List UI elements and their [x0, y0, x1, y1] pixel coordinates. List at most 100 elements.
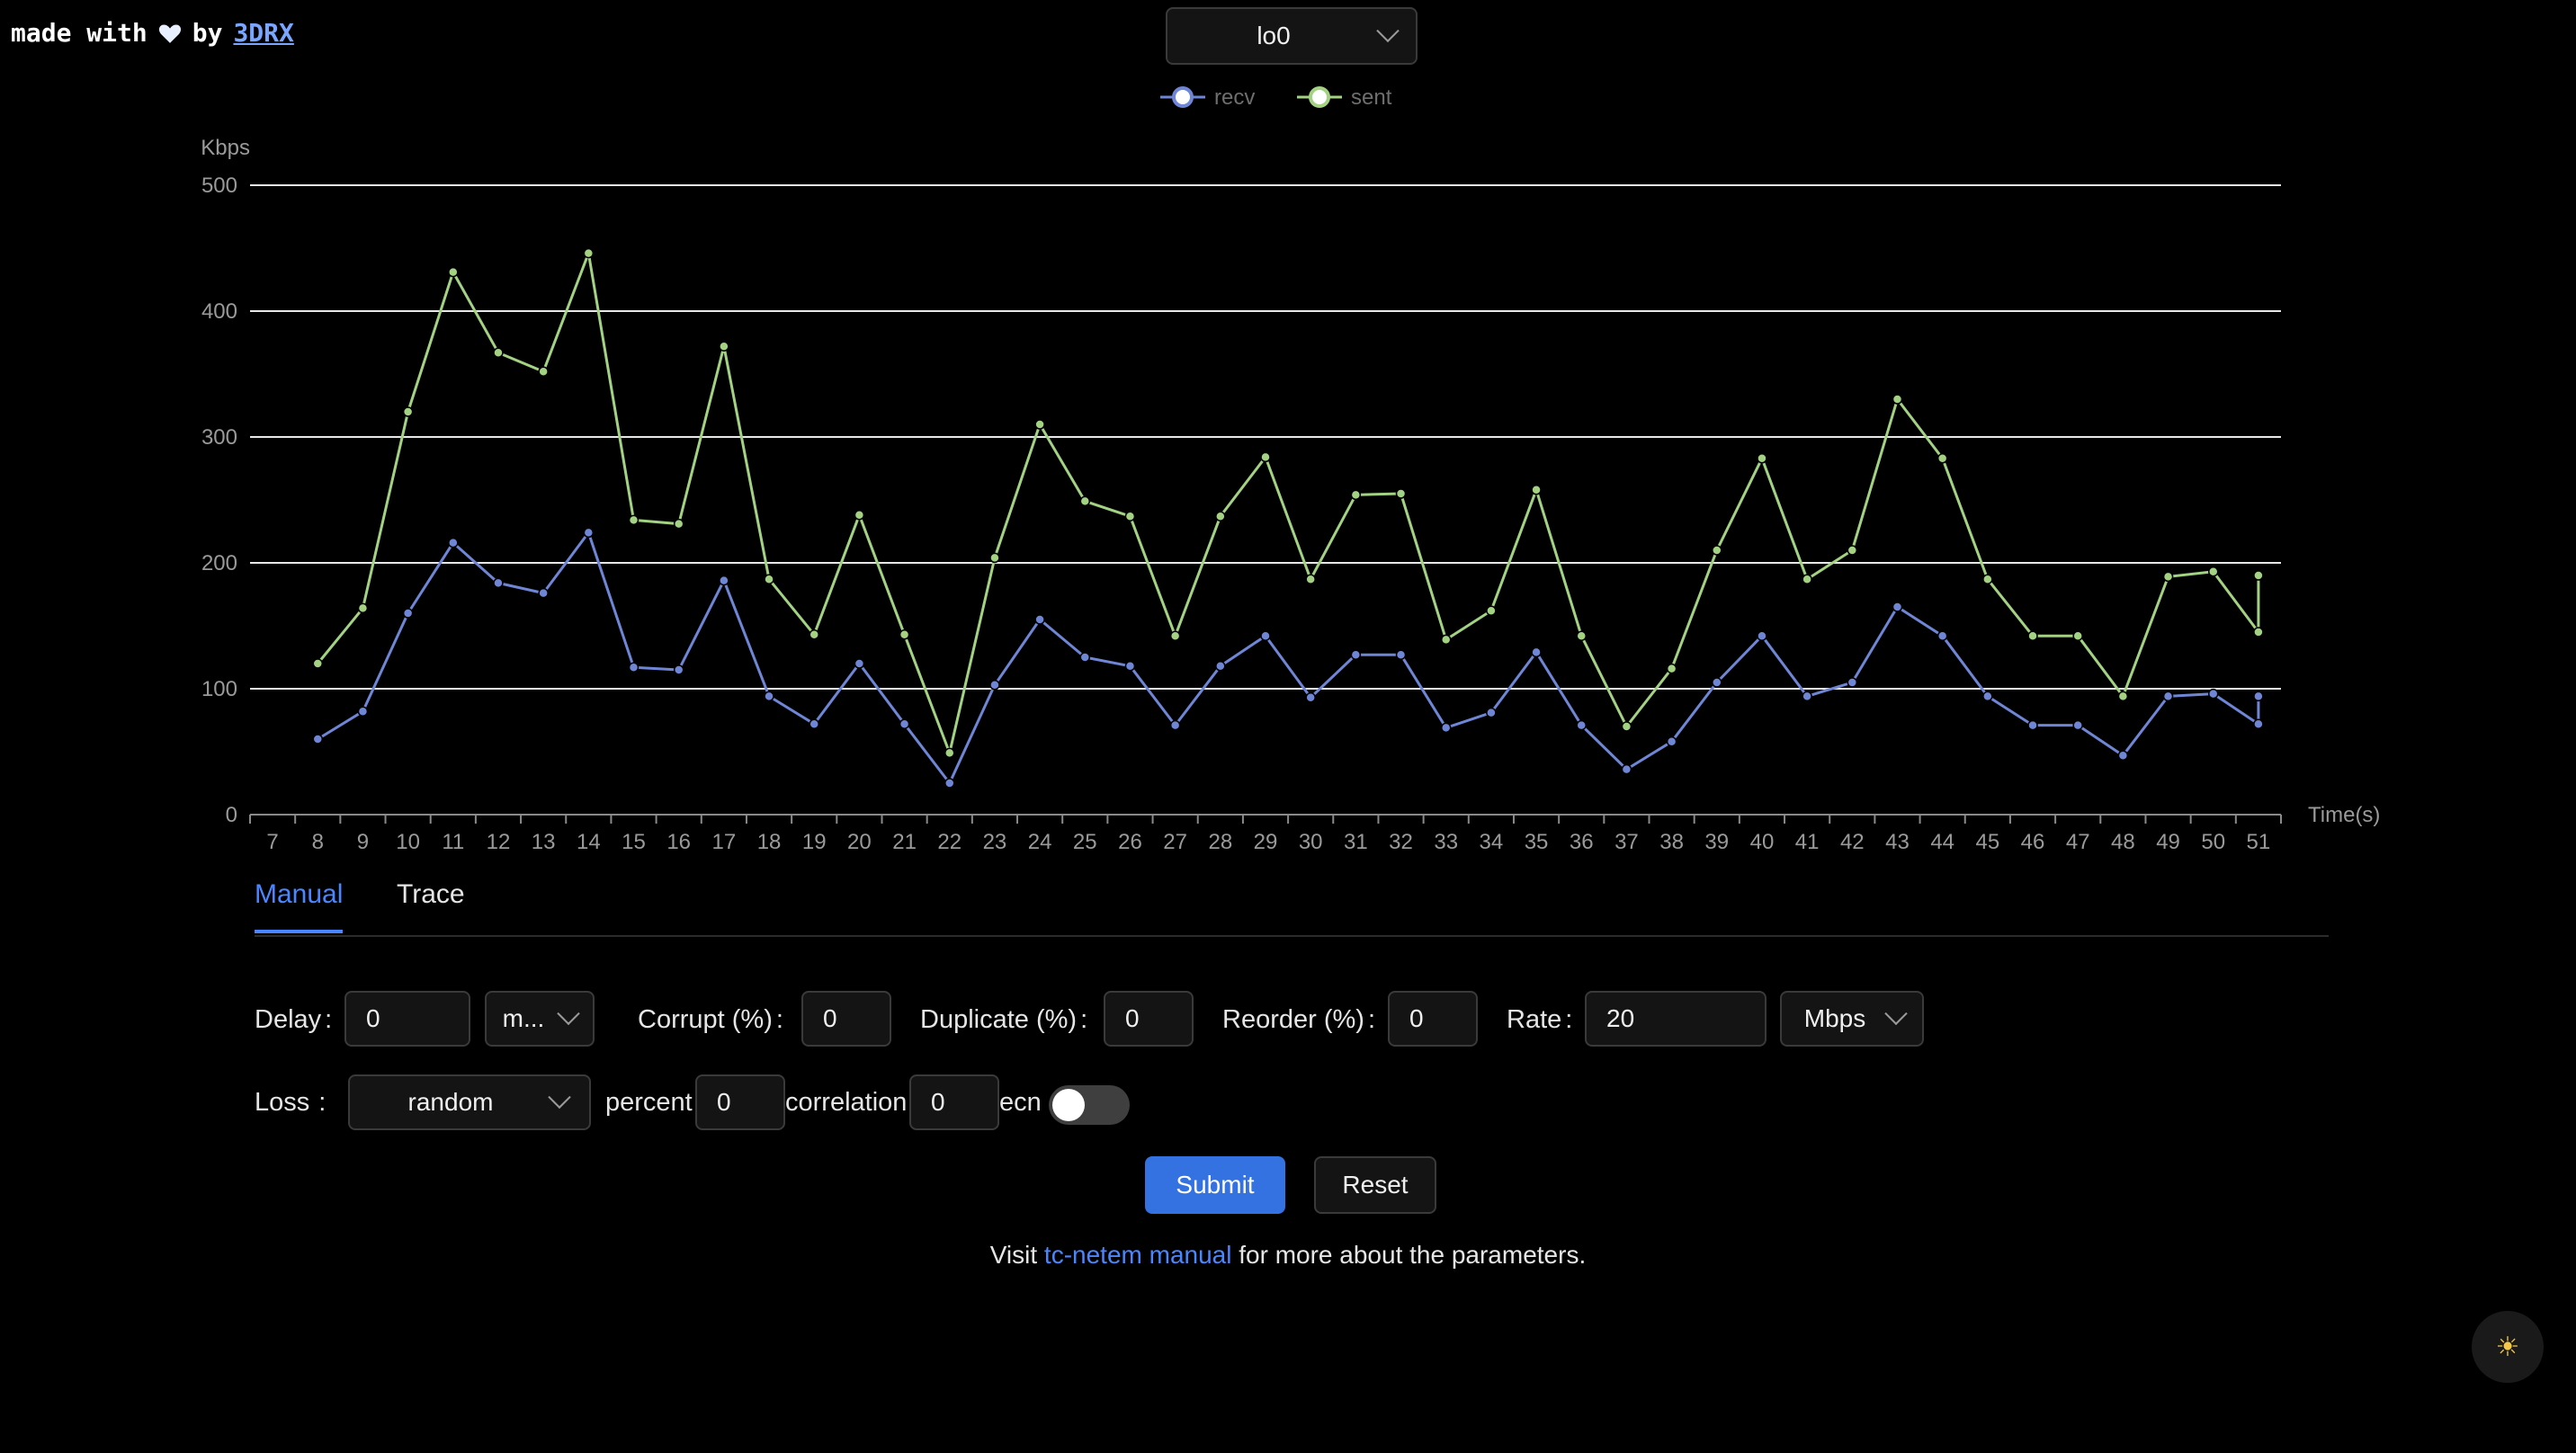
interface-select[interactable]: lo0: [1166, 7, 1418, 65]
data-point-recv: [2027, 719, 2038, 731]
data-point-recv: [1215, 661, 1226, 672]
x-tick-label: 23: [983, 830, 1007, 854]
x-tick-label: 17: [712, 830, 737, 854]
x-tick-label: 28: [1208, 830, 1232, 854]
data-point-recv: [2253, 718, 2264, 729]
x-tick-label: 14: [577, 830, 601, 854]
data-point-sent: [1440, 634, 1452, 646]
data-point-sent: [1260, 451, 1271, 463]
legend-label-recv: recv: [1214, 85, 1255, 110]
rate-input[interactable]: 20: [1585, 991, 1767, 1047]
x-tick-label: 48: [2111, 830, 2135, 854]
reset-button[interactable]: Reset: [1314, 1156, 1436, 1214]
data-point-sent: [1802, 574, 1812, 584]
tab-trace[interactable]: Trace: [397, 879, 465, 909]
submit-button[interactable]: Submit: [1145, 1156, 1285, 1214]
ecn-label: ecn: [999, 1088, 1042, 1117]
correlation-input[interactable]: 0: [909, 1074, 999, 1130]
x-tick-label: 31: [1344, 830, 1368, 854]
data-point-recv: [1936, 630, 1948, 641]
data-point-sent: [1395, 488, 1407, 499]
data-point-recv: [2117, 750, 2129, 761]
interface-select-value: lo0: [1257, 22, 1291, 49]
x-tick-label: 41: [1795, 830, 1820, 854]
data-point-recv: [402, 608, 414, 619]
reorder-input[interactable]: 0: [1388, 991, 1478, 1047]
data-point-recv: [583, 527, 595, 539]
help-note: Visit tc-netem manual for more about the…: [0, 1241, 2576, 1270]
data-point-recv: [538, 587, 549, 599]
data-point-recv: [1576, 719, 1587, 731]
tc-netem-manual-link[interactable]: tc-netem manual: [1043, 1241, 1232, 1269]
delay-input[interactable]: 0: [344, 991, 470, 1047]
x-tick-label: 11: [442, 830, 464, 854]
x-tick-label: 32: [1389, 830, 1413, 854]
data-point-sent: [493, 347, 504, 358]
data-point-recv: [1892, 602, 1903, 612]
data-point-sent: [312, 658, 324, 669]
x-tick-label: 8: [312, 830, 324, 854]
data-point-sent: [1666, 663, 1677, 674]
data-point-recv: [719, 575, 729, 586]
data-point-recv: [1169, 719, 1181, 731]
duplicate-input[interactable]: 0: [1104, 991, 1194, 1047]
x-tick-label: 39: [1704, 830, 1729, 854]
tab-manual[interactable]: Manual: [255, 879, 344, 933]
data-point-sent: [1712, 545, 1722, 556]
rate-unit-select[interactable]: Mbps: [1780, 991, 1924, 1047]
x-tick-label: 30: [1299, 830, 1323, 854]
data-point-sent: [1034, 419, 1045, 430]
duplicate-label: Duplicate (%):: [920, 1005, 1088, 1034]
delay-unit-select[interactable]: m...: [485, 991, 595, 1047]
y-tick-label: 500: [201, 174, 237, 198]
x-tick-label: 40: [1750, 830, 1775, 854]
data-point-recv: [854, 658, 865, 669]
data-point-sent: [1892, 394, 1903, 405]
rate-unit-value: Mbps: [1803, 1004, 1866, 1032]
ecn-toggle[interactable]: [1049, 1085, 1130, 1125]
made-with-by: by: [192, 18, 223, 48]
x-tick-label: 27: [1163, 830, 1187, 854]
data-point-recv: [2162, 691, 2174, 702]
chart-grid: [250, 184, 2281, 690]
data-point-recv: [1621, 763, 1632, 775]
x-tick-label: 15: [622, 830, 646, 854]
x-tick-label: 16: [666, 830, 691, 854]
data-point-sent: [1982, 574, 1993, 584]
x-tick-label: 37: [1614, 830, 1639, 854]
data-point-sent: [2027, 630, 2038, 641]
theme-toggle-button[interactable]: ☀: [2472, 1311, 2544, 1383]
chart-lines: [312, 247, 2264, 789]
data-point-sent: [1215, 511, 1226, 521]
author-link[interactable]: 3DRX: [233, 18, 294, 48]
data-point-recv: [448, 537, 459, 548]
chevron-down-icon: [548, 1085, 571, 1110]
corrupt-input[interactable]: 0: [801, 991, 891, 1047]
data-point-recv: [1350, 649, 1362, 660]
loss-mode-select[interactable]: random: [348, 1074, 591, 1130]
percent-input[interactable]: 0: [695, 1074, 785, 1130]
data-point-sent: [402, 406, 414, 417]
throughput-chart: recv sent 0 100 200 300 400 500 Kbps 7 8 9 10 11 12 13…: [201, 85, 2380, 854]
x-tick-label: 22: [937, 830, 962, 854]
data-point-sent: [448, 266, 459, 278]
x-tick-label: 47: [2066, 830, 2090, 854]
data-point-recv: [628, 662, 640, 673]
x-tick-label: 36: [1570, 830, 1594, 854]
data-point-sent: [2253, 627, 2264, 637]
x-tick-label: 21: [892, 830, 917, 854]
y-tick-label: 200: [201, 551, 237, 575]
x-tick-label: 33: [1434, 830, 1458, 854]
series-line-recv: [317, 530, 2260, 785]
y-tick-label: 400: [201, 299, 237, 324]
data-point-sent: [1350, 489, 1362, 501]
data-point-sent: [764, 574, 774, 584]
data-point-sent: [2072, 630, 2083, 641]
x-axis-label: Time(s): [2308, 803, 2380, 827]
chart-axes: 0 100 200 300 400 500 Kbps 7 8 9 10 11 12 13 14 15 16 17 1…: [201, 136, 2380, 854]
data-point-sent: [944, 747, 955, 759]
x-tick-label: 25: [1073, 830, 1097, 854]
data-point-recv: [1847, 677, 1858, 688]
legend-swatch-marker: [1172, 86, 1194, 108]
x-tick-label: 35: [1525, 830, 1549, 854]
